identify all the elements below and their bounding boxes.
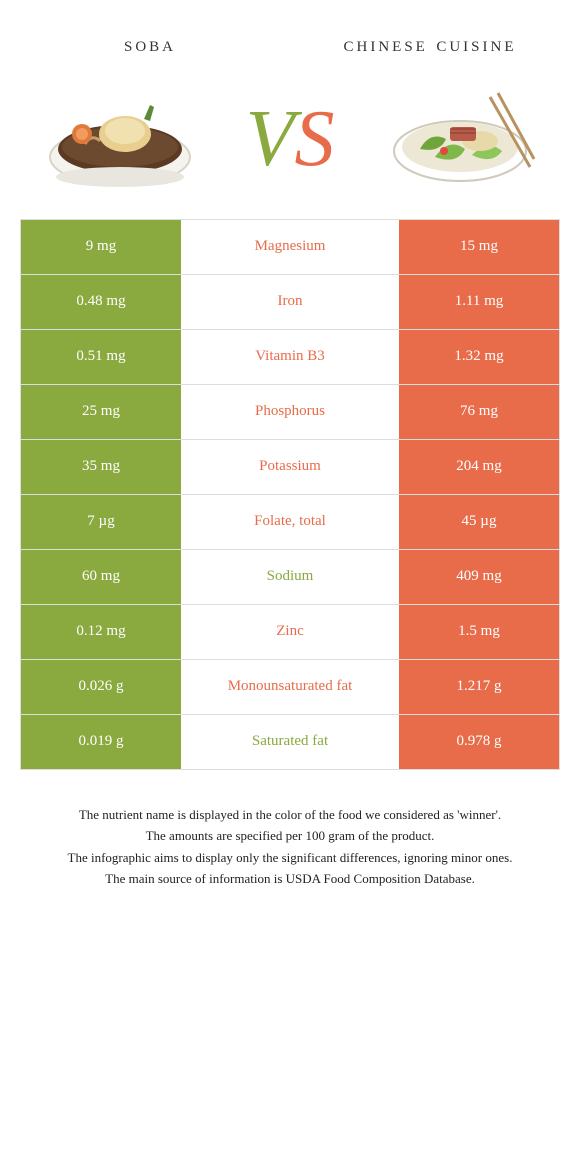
left-value: 0.019 g [21,715,181,769]
vs-s: S [294,99,334,179]
right-value: 204 mg [399,440,559,494]
footer-line: The amounts are specified per 100 gram o… [30,826,550,846]
left-value: 9 mg [21,220,181,274]
right-food-image [380,79,540,199]
left-value: 0.026 g [21,660,181,714]
right-value: 0.978 g [399,715,559,769]
right-value: 1.5 mg [399,605,559,659]
left-value: 25 mg [21,385,181,439]
vs-v: V [246,99,295,179]
right-value: 1.217 g [399,660,559,714]
nutrient-label: Magnesium [181,220,399,274]
nutrient-label: Iron [181,275,399,329]
nutrient-table: 9 mgMagnesium15 mg0.48 mgIron1.11 mg0.51… [20,219,560,770]
right-value: 409 mg [399,550,559,604]
nutrient-label: Zinc [181,605,399,659]
nutrient-label: Folate, total [181,495,399,549]
nutrient-label: Vitamin B3 [181,330,399,384]
nutrient-label: Sodium [181,550,399,604]
table-row: 0.019 gSaturated fat0.978 g [21,714,559,769]
table-row: 60 mgSodium409 mg [21,549,559,604]
table-row: 0.12 mgZinc1.5 mg [21,604,559,659]
nutrient-label: Saturated fat [181,715,399,769]
right-value: 76 mg [399,385,559,439]
table-row: 0.48 mgIron1.11 mg [21,274,559,329]
left-value: 0.51 mg [21,330,181,384]
table-row: 0.026 gMonounsaturated fat1.217 g [21,659,559,714]
nutrient-label: Monounsaturated fat [181,660,399,714]
nutrient-label: Phosphorus [181,385,399,439]
left-value: 60 mg [21,550,181,604]
left-value: 35 mg [21,440,181,494]
hero-row: VS [0,69,580,219]
left-value: 7 µg [21,495,181,549]
footer-line: The main source of information is USDA F… [30,869,550,889]
table-row: 25 mgPhosphorus76 mg [21,384,559,439]
right-food-title: chinese cuisine [330,30,530,59]
right-value: 1.11 mg [399,275,559,329]
table-row: 0.51 mgVitamin B31.32 mg [21,329,559,384]
footer-notes: The nutrient name is displayed in the co… [30,805,550,889]
left-value: 0.48 mg [21,275,181,329]
right-value: 1.32 mg [399,330,559,384]
nutrient-label: Potassium [181,440,399,494]
left-food-title: soba [50,30,250,59]
left-value: 0.12 mg [21,605,181,659]
footer-line: The nutrient name is displayed in the co… [30,805,550,825]
table-row: 35 mgPotassium204 mg [21,439,559,494]
right-value: 45 µg [399,495,559,549]
table-row: 9 mgMagnesium15 mg [21,219,559,274]
header: soba chinese cuisine [0,0,580,69]
right-value: 15 mg [399,220,559,274]
vs-label: VS [246,99,335,179]
table-row: 7 µgFolate, total45 µg [21,494,559,549]
left-food-image [40,79,200,199]
footer-line: The infographic aims to display only the… [30,848,550,868]
